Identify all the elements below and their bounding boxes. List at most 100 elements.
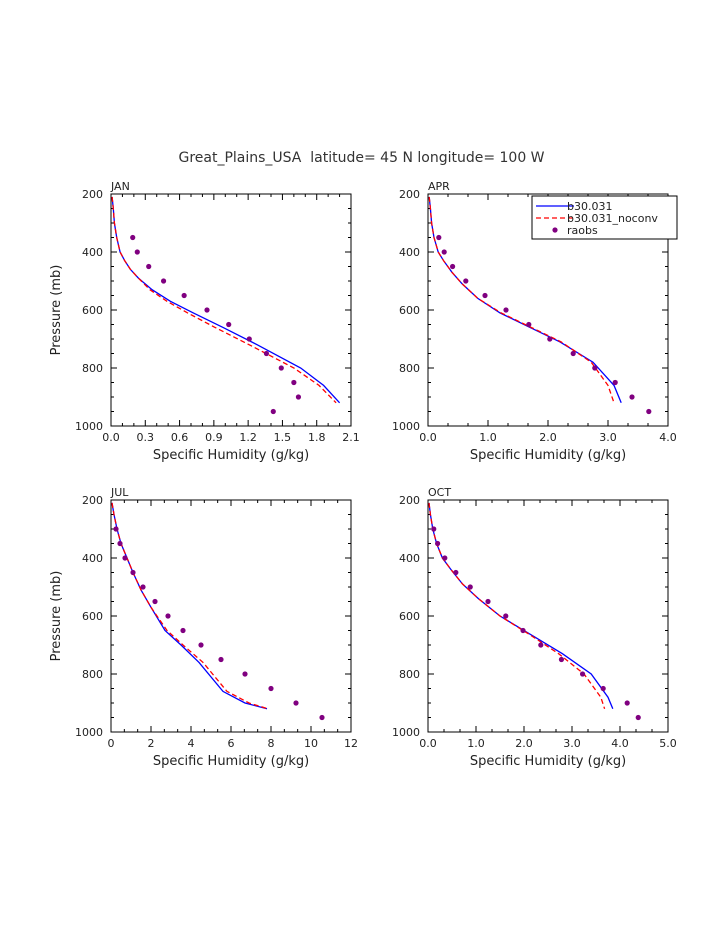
- raobs-point: [270, 408, 276, 415]
- raobs-point: [226, 321, 232, 328]
- y-tick-label: 200: [399, 494, 420, 507]
- x-tick-label: 1.2: [239, 431, 257, 444]
- y-tick-label: 1000: [75, 726, 103, 739]
- raobs-point: [482, 292, 488, 299]
- raobs-point: [180, 627, 186, 634]
- x-tick-label: 4: [188, 737, 195, 750]
- x-tick-label: 2.0: [515, 737, 533, 750]
- raobs-point: [485, 598, 491, 605]
- plot-frame: [427, 499, 669, 733]
- x-tick-label: 0.6: [171, 431, 189, 444]
- x-tick-label: 2: [148, 737, 155, 750]
- y-tick-label: 1000: [392, 726, 420, 739]
- raobs-point: [218, 656, 224, 663]
- plot-frame: [110, 193, 352, 427]
- x-tick-label: 2.1: [342, 431, 360, 444]
- panel-jul: JUL 0 2 4 6 8 10 12 200 400 600 800 1000 Specific Hum…: [49, 486, 358, 769]
- panel-label: APR: [428, 180, 450, 193]
- x-tick-label: 1.8: [308, 431, 326, 444]
- plot-frame: [110, 499, 352, 733]
- series-line-b30-031-noconv: [111, 502, 269, 710]
- panel-apr: APR 0.0 1.0 2.0 3.0 4.0 200 400 600 800 1000 Specif…: [392, 180, 677, 463]
- panel-label: OCT: [428, 486, 451, 499]
- x-tick-label: 3.0: [563, 737, 581, 750]
- raobs-point: [122, 555, 128, 561]
- series-line-b30-031-noconv: [428, 196, 615, 404]
- x-tick-label: 1.0: [479, 431, 497, 444]
- x-tick-label: 6: [228, 737, 235, 750]
- raobs-point: [181, 292, 187, 299]
- legend-label: raobs: [567, 224, 598, 237]
- raobs-point: [503, 307, 509, 313]
- x-axis-label: Specific Humidity (g/kg): [153, 448, 309, 463]
- raobs-point: [570, 350, 576, 357]
- y-tick-label: 600: [399, 304, 420, 317]
- y-tick-label: 200: [399, 188, 420, 201]
- raobs-point: [624, 700, 630, 706]
- raobs-point: [160, 278, 167, 284]
- y-tick-label: 1000: [392, 420, 420, 433]
- raobs-point: [113, 526, 119, 532]
- raobs-point: [165, 613, 171, 619]
- legend-label: b30.031_noconv: [567, 212, 658, 225]
- x-tick-label: 8: [268, 737, 275, 750]
- y-tick-label: 800: [399, 362, 420, 375]
- y-tick-label: 800: [82, 362, 103, 375]
- raobs-point: [295, 394, 302, 400]
- y-tick-label: 600: [399, 610, 420, 623]
- raobs-point: [268, 685, 274, 692]
- y-tick-label: 1000: [75, 420, 103, 433]
- x-tick-label: 5.0: [659, 737, 677, 750]
- y-axis-label: Pressure (mb): [49, 571, 64, 662]
- y-tick-label: 400: [399, 246, 420, 259]
- y-tick-label: 800: [82, 668, 103, 681]
- raobs-point: [278, 365, 284, 371]
- raobs-point: [431, 526, 437, 532]
- y-tick-label: 400: [82, 552, 103, 565]
- raobs-point: [134, 249, 140, 255]
- raobs-point: [441, 249, 447, 255]
- x-tick-label: 1.5: [274, 431, 292, 444]
- raobs-point: [520, 627, 526, 634]
- raobs-point: [635, 714, 641, 721]
- raobs-point: [629, 394, 635, 400]
- panel-oct: OCT 0.0 1.0 2.0 3.0 4.0 5.0 200 400 600 800 1000 Spe…: [392, 486, 677, 769]
- raobs-point: [152, 598, 158, 605]
- y-tick-label: 800: [399, 668, 420, 681]
- raobs-point: [453, 569, 459, 576]
- raobs-point: [503, 613, 509, 619]
- x-tick-label: 0.9: [205, 431, 223, 444]
- raobs-point: [246, 336, 252, 342]
- raobs-point: [646, 408, 652, 415]
- x-tick-label: 0.0: [419, 431, 437, 444]
- y-tick-label: 400: [399, 552, 420, 565]
- x-tick-label: 0: [108, 737, 115, 750]
- raobs-point: [198, 642, 204, 648]
- raobs-point: [130, 234, 136, 241]
- raobs-point: [442, 555, 448, 561]
- panel-label: JUL: [110, 486, 129, 499]
- y-axis-label: Pressure (mb): [49, 265, 64, 356]
- x-tick-label: 12: [344, 737, 358, 750]
- series-line-b30-031: [111, 502, 268, 710]
- raobs-point: [526, 321, 532, 328]
- x-tick-label: 0.3: [137, 431, 155, 444]
- x-tick-label: 1.0: [467, 737, 485, 750]
- raobs-point: [467, 584, 473, 590]
- series-line-b30-031: [111, 196, 341, 404]
- legend-label: b30.031: [567, 200, 612, 213]
- series-line-b30-031-noconv: [111, 196, 337, 404]
- x-axis-label: Specific Humidity (g/kg): [153, 754, 309, 769]
- raobs-point: [435, 540, 441, 547]
- raobs-point: [140, 584, 146, 590]
- raobs-point: [293, 700, 299, 706]
- raobs-point: [130, 569, 136, 576]
- series-line-b30-031: [428, 502, 614, 710]
- series-line-b30-031-noconv: [428, 502, 606, 710]
- x-tick-label: 0.0: [419, 737, 437, 750]
- raobs-point: [612, 379, 618, 386]
- y-tick-label: 600: [82, 304, 103, 317]
- raobs-point: [319, 714, 325, 721]
